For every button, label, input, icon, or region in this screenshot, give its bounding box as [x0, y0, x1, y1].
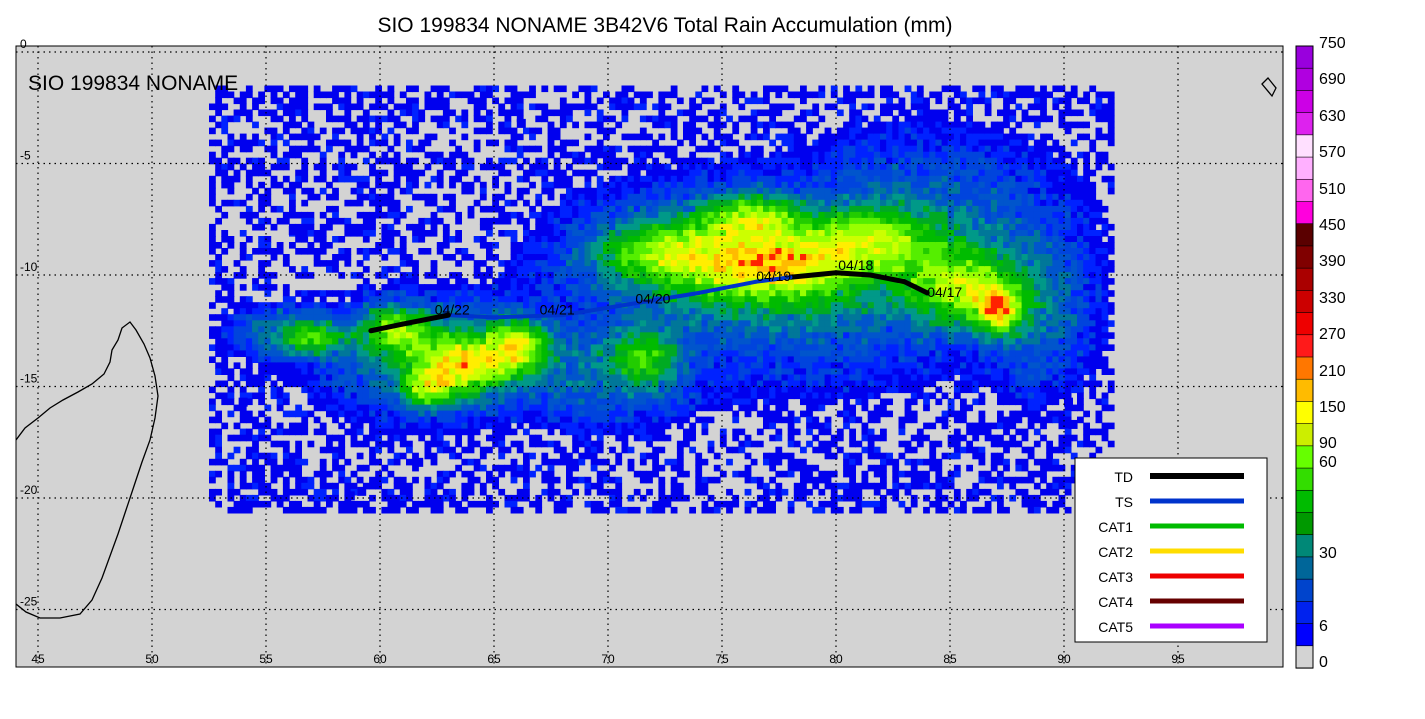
- colorbar-swatch: [1295, 223, 1314, 247]
- colorbar-swatch: [1295, 489, 1314, 514]
- colorbar-label: 750: [1319, 35, 1346, 52]
- lat-tick-label: -15: [20, 372, 38, 386]
- colorbar-label: 450: [1319, 217, 1346, 234]
- colorbar-label: 150: [1319, 399, 1346, 416]
- track-date-label: 04/18: [838, 257, 873, 273]
- legend-label: CAT3: [1098, 569, 1133, 585]
- track-segment: [368, 321, 406, 334]
- lon-tick-label: 45: [31, 652, 45, 666]
- track-date-label: 04/19: [756, 268, 791, 284]
- track-segment: [833, 270, 873, 278]
- lon-tick-label: 50: [145, 652, 159, 666]
- lon-tick-label: 95: [1171, 652, 1185, 666]
- track-segment: [901, 279, 930, 296]
- colorbar-swatch: [1295, 45, 1314, 69]
- track-date-label: 04/22: [435, 302, 470, 318]
- colorbar-swatch: [1295, 601, 1314, 625]
- track-segment: [697, 279, 759, 295]
- colorbar-label: 510: [1319, 181, 1346, 198]
- colorbar-label: 630: [1319, 108, 1346, 125]
- colorbar-swatch: [1295, 445, 1314, 469]
- colorbar-swatch: [1295, 423, 1314, 447]
- map-inset-label: SIO 199834 NONAME: [28, 72, 238, 95]
- legend-label: TS: [1115, 494, 1133, 510]
- lon-tick-label: 65: [487, 652, 501, 666]
- colorbar-swatch: [1295, 312, 1314, 336]
- colorbar-swatch: [1295, 134, 1314, 158]
- lon-tick-label: 75: [715, 652, 729, 666]
- lat-tick-label: 0: [20, 37, 27, 51]
- lat-tick-label: -5: [20, 149, 31, 163]
- colorbar-label: 330: [1319, 290, 1346, 307]
- colorbar-swatch: [1295, 512, 1314, 536]
- lat-tick-label: -20: [20, 483, 38, 497]
- lon-tick-label: 55: [259, 652, 273, 666]
- track-segment: [446, 313, 496, 320]
- colorbar-swatch: [1295, 290, 1314, 314]
- colorbar-swatch: [1295, 401, 1314, 425]
- colorbar-label: 390: [1319, 253, 1346, 270]
- track-segment: [492, 313, 565, 320]
- axis-ticks: 45 50 55 60 65 70 75 80 85 90 95 0 -5 -10 -15 -20 -25: [20, 37, 1185, 666]
- colorbar-label: 270: [1319, 326, 1346, 343]
- track-date-label: 04/21: [540, 302, 575, 318]
- legend-label: CAT5: [1098, 619, 1133, 635]
- colorbar-swatch: [1295, 356, 1314, 380]
- colorbar-swatch: [1295, 534, 1314, 558]
- lon-tick-label: 70: [601, 652, 615, 666]
- storm-track: 04/17 04/18 04/19 04/20 04/21 04/22: [368, 257, 962, 334]
- track-segment: [400, 312, 451, 327]
- track-segment: [628, 290, 702, 306]
- colorbar-swatch: [1295, 467, 1314, 491]
- lon-tick-label: 90: [1057, 652, 1071, 666]
- colorbar-swatch: [1295, 334, 1314, 358]
- lon-tick-label: 85: [943, 652, 957, 666]
- legend-label: CAT2: [1098, 544, 1133, 560]
- colorbar-swatch: [1295, 623, 1314, 647]
- colorbar-swatch: [1295, 245, 1314, 269]
- track-segment: [867, 272, 907, 285]
- track-segment: [754, 275, 793, 284]
- lon-tick-label: 60: [373, 652, 387, 666]
- colorbar-swatch: [1295, 267, 1314, 291]
- colorbar-swatch: [1295, 201, 1314, 225]
- colorbar-swatch: [1295, 556, 1314, 580]
- track-segment: [787, 270, 839, 280]
- colorbar-label: 30: [1319, 545, 1337, 562]
- rain-field: [209, 85, 1115, 514]
- colorbar-swatch: [1295, 90, 1314, 114]
- map-frame: [15, 45, 1284, 668]
- colorbar-swatch: [1295, 378, 1314, 403]
- track-legend: TD TS CAT1 CAT2 CAT3 CAT4 CAT5: [1074, 457, 1268, 643]
- track-date-label: 04/20: [635, 291, 670, 307]
- figure-title: SIO 199834 NONAME 3B42V6 Total Rain Accu…: [377, 14, 953, 37]
- colorbar-swatch: [1295, 112, 1314, 136]
- island-outline: [1261, 77, 1277, 98]
- colorbar: 7506906305705104503903302702101509060306…: [1295, 35, 1346, 671]
- coastline: [16, 77, 1277, 619]
- legend-label: TD: [1114, 469, 1133, 485]
- colorbar-swatch: [1295, 578, 1314, 602]
- colorbar-label: 90: [1319, 435, 1337, 452]
- colorbar-label: 6: [1319, 618, 1328, 635]
- legend-label: CAT1: [1098, 519, 1133, 535]
- colorbar-label: 60: [1319, 454, 1337, 471]
- colorbar-label: 570: [1319, 144, 1346, 161]
- colorbar-swatch: [1295, 156, 1314, 180]
- track-date-label: 04/17: [927, 284, 962, 300]
- colorbar-swatch: [1295, 645, 1314, 669]
- lat-tick-label: -25: [20, 595, 38, 609]
- legend-label: CAT4: [1098, 594, 1133, 610]
- colorbar-label: 210: [1319, 363, 1346, 380]
- lon-tick-label: 80: [829, 652, 843, 666]
- track-segment: [560, 301, 633, 318]
- lat-tick-label: -10: [20, 260, 38, 274]
- colorbar-swatch: [1295, 67, 1314, 92]
- colorbar-label: 690: [1319, 71, 1346, 88]
- madagascar-coastline: [16, 321, 159, 619]
- colorbar-swatch: [1295, 178, 1314, 203]
- colorbar-label: 0: [1319, 654, 1328, 671]
